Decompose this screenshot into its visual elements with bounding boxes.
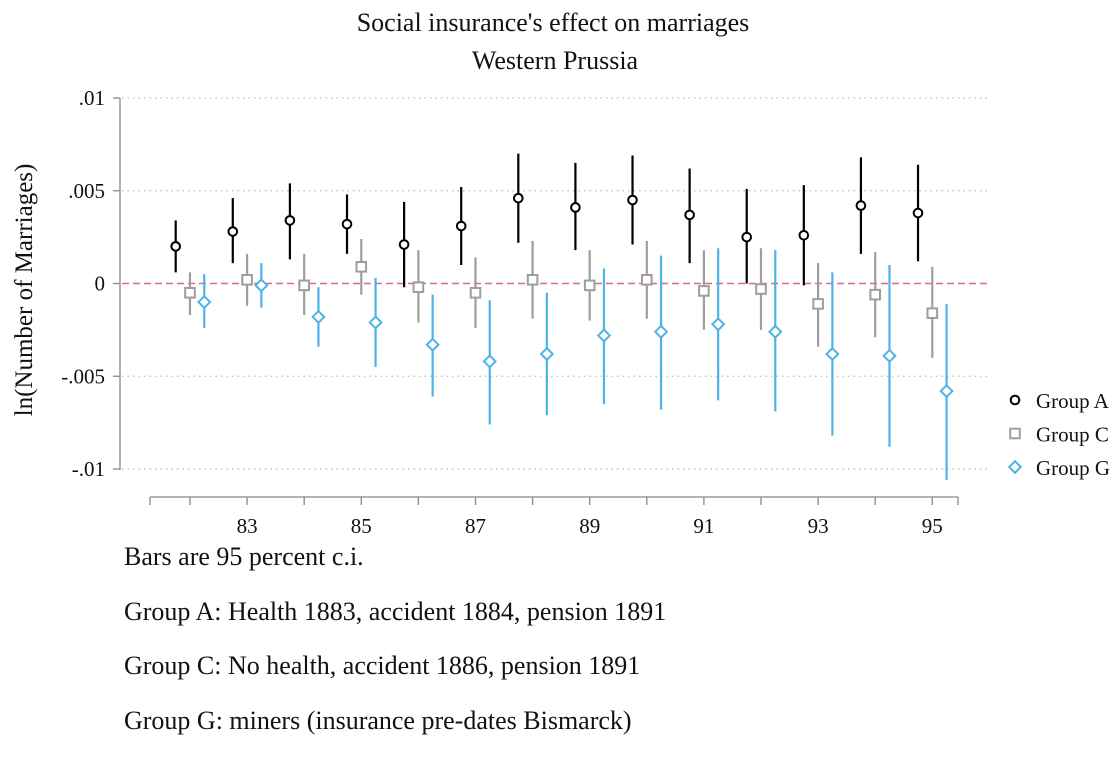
x-tick-label: 91 — [693, 514, 714, 538]
circle-point — [570, 202, 581, 213]
circle-point — [455, 220, 467, 232]
legend-marker-diamond — [1007, 459, 1023, 475]
square-point — [755, 283, 767, 295]
diamond-point — [653, 324, 669, 339]
square-point — [698, 285, 710, 297]
y-tick-label: .01 — [79, 86, 105, 110]
diamond-point — [197, 294, 212, 310]
x-tick-label: 83 — [237, 514, 258, 538]
y-axis-title: ln(Number of Marriages) — [11, 164, 38, 417]
square-point — [869, 288, 882, 301]
x-tick-label: 85 — [351, 514, 372, 538]
diamond-point — [882, 348, 897, 364]
note-group-g: Group G: miners (insurance pre-dates Bis… — [124, 705, 632, 735]
note-ci: Bars are 95 percent c.i. — [124, 542, 364, 571]
circle-point — [227, 226, 239, 237]
x-tick-label: 95 — [922, 514, 943, 538]
series-group-a — [170, 153, 924, 288]
note-group-a: Group A: Health 1883, accident 1884, pen… — [124, 596, 667, 626]
square-point — [812, 298, 824, 310]
circle-point — [398, 239, 410, 250]
circle-point — [513, 192, 524, 204]
square-point — [640, 273, 653, 286]
diamond-point — [710, 317, 726, 332]
legend: Group A Group C Group G — [1007, 389, 1110, 480]
circle-point — [912, 207, 924, 219]
square-point — [241, 273, 253, 286]
circle-point — [741, 231, 753, 243]
circle-point — [284, 215, 296, 226]
legend-marker-circle — [1009, 394, 1021, 406]
circle-point — [798, 229, 810, 241]
circle-point — [684, 209, 695, 221]
legend-label: Group A — [1036, 389, 1110, 413]
y-tick-label: -.01 — [72, 457, 105, 481]
diamond-point — [425, 337, 440, 352]
chart-title: Social insurance's effect on marriages — [357, 8, 750, 37]
chart-notes: Bars are 95 percent c.i. Group A: Health… — [124, 543, 666, 761]
square-point — [926, 307, 939, 319]
chart-subtitle: Western Prussia — [472, 46, 639, 75]
x-tick-label: 89 — [579, 514, 600, 538]
y-tick-label: -.005 — [61, 364, 105, 388]
circle-point — [627, 194, 638, 206]
legend-label: Group C — [1036, 423, 1109, 447]
diamond-point — [825, 346, 840, 362]
diamond-point — [482, 354, 497, 369]
diamond-point — [368, 315, 383, 330]
x-tick-label: 87 — [465, 514, 486, 538]
y-tick-label: .005 — [68, 179, 105, 203]
series-group-c — [184, 238, 939, 358]
square-point — [355, 261, 368, 273]
diamond-point — [311, 309, 326, 325]
square-point — [412, 281, 425, 294]
legend-label: Group G — [1036, 456, 1110, 480]
diamond-point — [768, 324, 783, 339]
series-group-g — [197, 248, 954, 481]
y-tick-label: 0 — [95, 272, 106, 296]
square-point — [184, 286, 196, 299]
legend-marker-square — [1009, 427, 1021, 440]
axes: .01 .005 0 -.005 -.01 83 85 87 89 91 93 95 — [61, 86, 959, 538]
circle-point — [341, 218, 353, 230]
diamond-point — [254, 278, 269, 293]
square-point — [469, 286, 482, 299]
gridlines — [122, 97, 988, 470]
square-point — [298, 279, 310, 292]
circle-point — [855, 200, 867, 211]
data-marks — [170, 153, 954, 481]
circle-point — [170, 241, 181, 252]
diamond-point — [596, 328, 612, 343]
chart-area: Social insurance's effect on marriages W… — [11, 8, 1110, 538]
x-tick-label: 93 — [808, 514, 829, 538]
diamond-point — [939, 383, 954, 399]
diamond-point — [539, 346, 555, 362]
square-point — [583, 279, 596, 292]
note-group-c: Group C: No health, accident 1886, pensi… — [124, 651, 641, 680]
square-point — [526, 273, 539, 286]
